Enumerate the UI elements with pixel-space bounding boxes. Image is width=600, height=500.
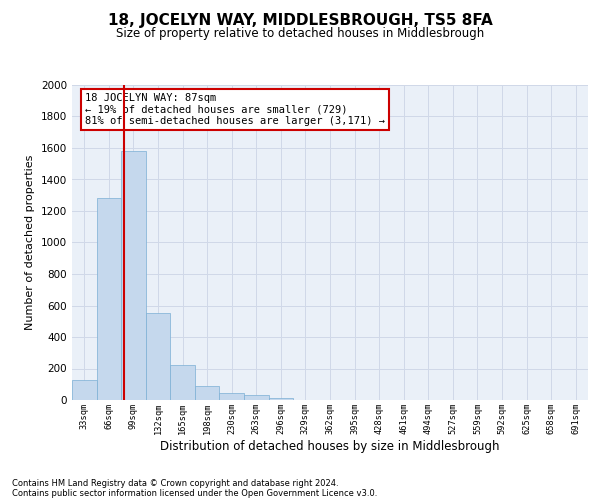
Bar <box>244 396 269 400</box>
Bar <box>269 398 293 400</box>
Bar <box>170 366 195 400</box>
Text: 18, JOCELYN WAY, MIDDLESBROUGH, TS5 8FA: 18, JOCELYN WAY, MIDDLESBROUGH, TS5 8FA <box>107 12 493 28</box>
Bar <box>97 198 121 400</box>
Bar <box>195 386 220 400</box>
Text: 18 JOCELYN WAY: 87sqm
← 19% of detached houses are smaller (729)
81% of semi-det: 18 JOCELYN WAY: 87sqm ← 19% of detached … <box>85 93 385 126</box>
Bar <box>72 380 97 400</box>
X-axis label: Distribution of detached houses by size in Middlesbrough: Distribution of detached houses by size … <box>160 440 500 453</box>
Y-axis label: Number of detached properties: Number of detached properties <box>25 155 35 330</box>
Text: Size of property relative to detached houses in Middlesbrough: Size of property relative to detached ho… <box>116 28 484 40</box>
Text: Contains public sector information licensed under the Open Government Licence v3: Contains public sector information licen… <box>12 488 377 498</box>
Text: Contains HM Land Registry data © Crown copyright and database right 2024.: Contains HM Land Registry data © Crown c… <box>12 478 338 488</box>
Bar <box>121 151 146 400</box>
Bar <box>146 314 170 400</box>
Bar <box>220 393 244 400</box>
